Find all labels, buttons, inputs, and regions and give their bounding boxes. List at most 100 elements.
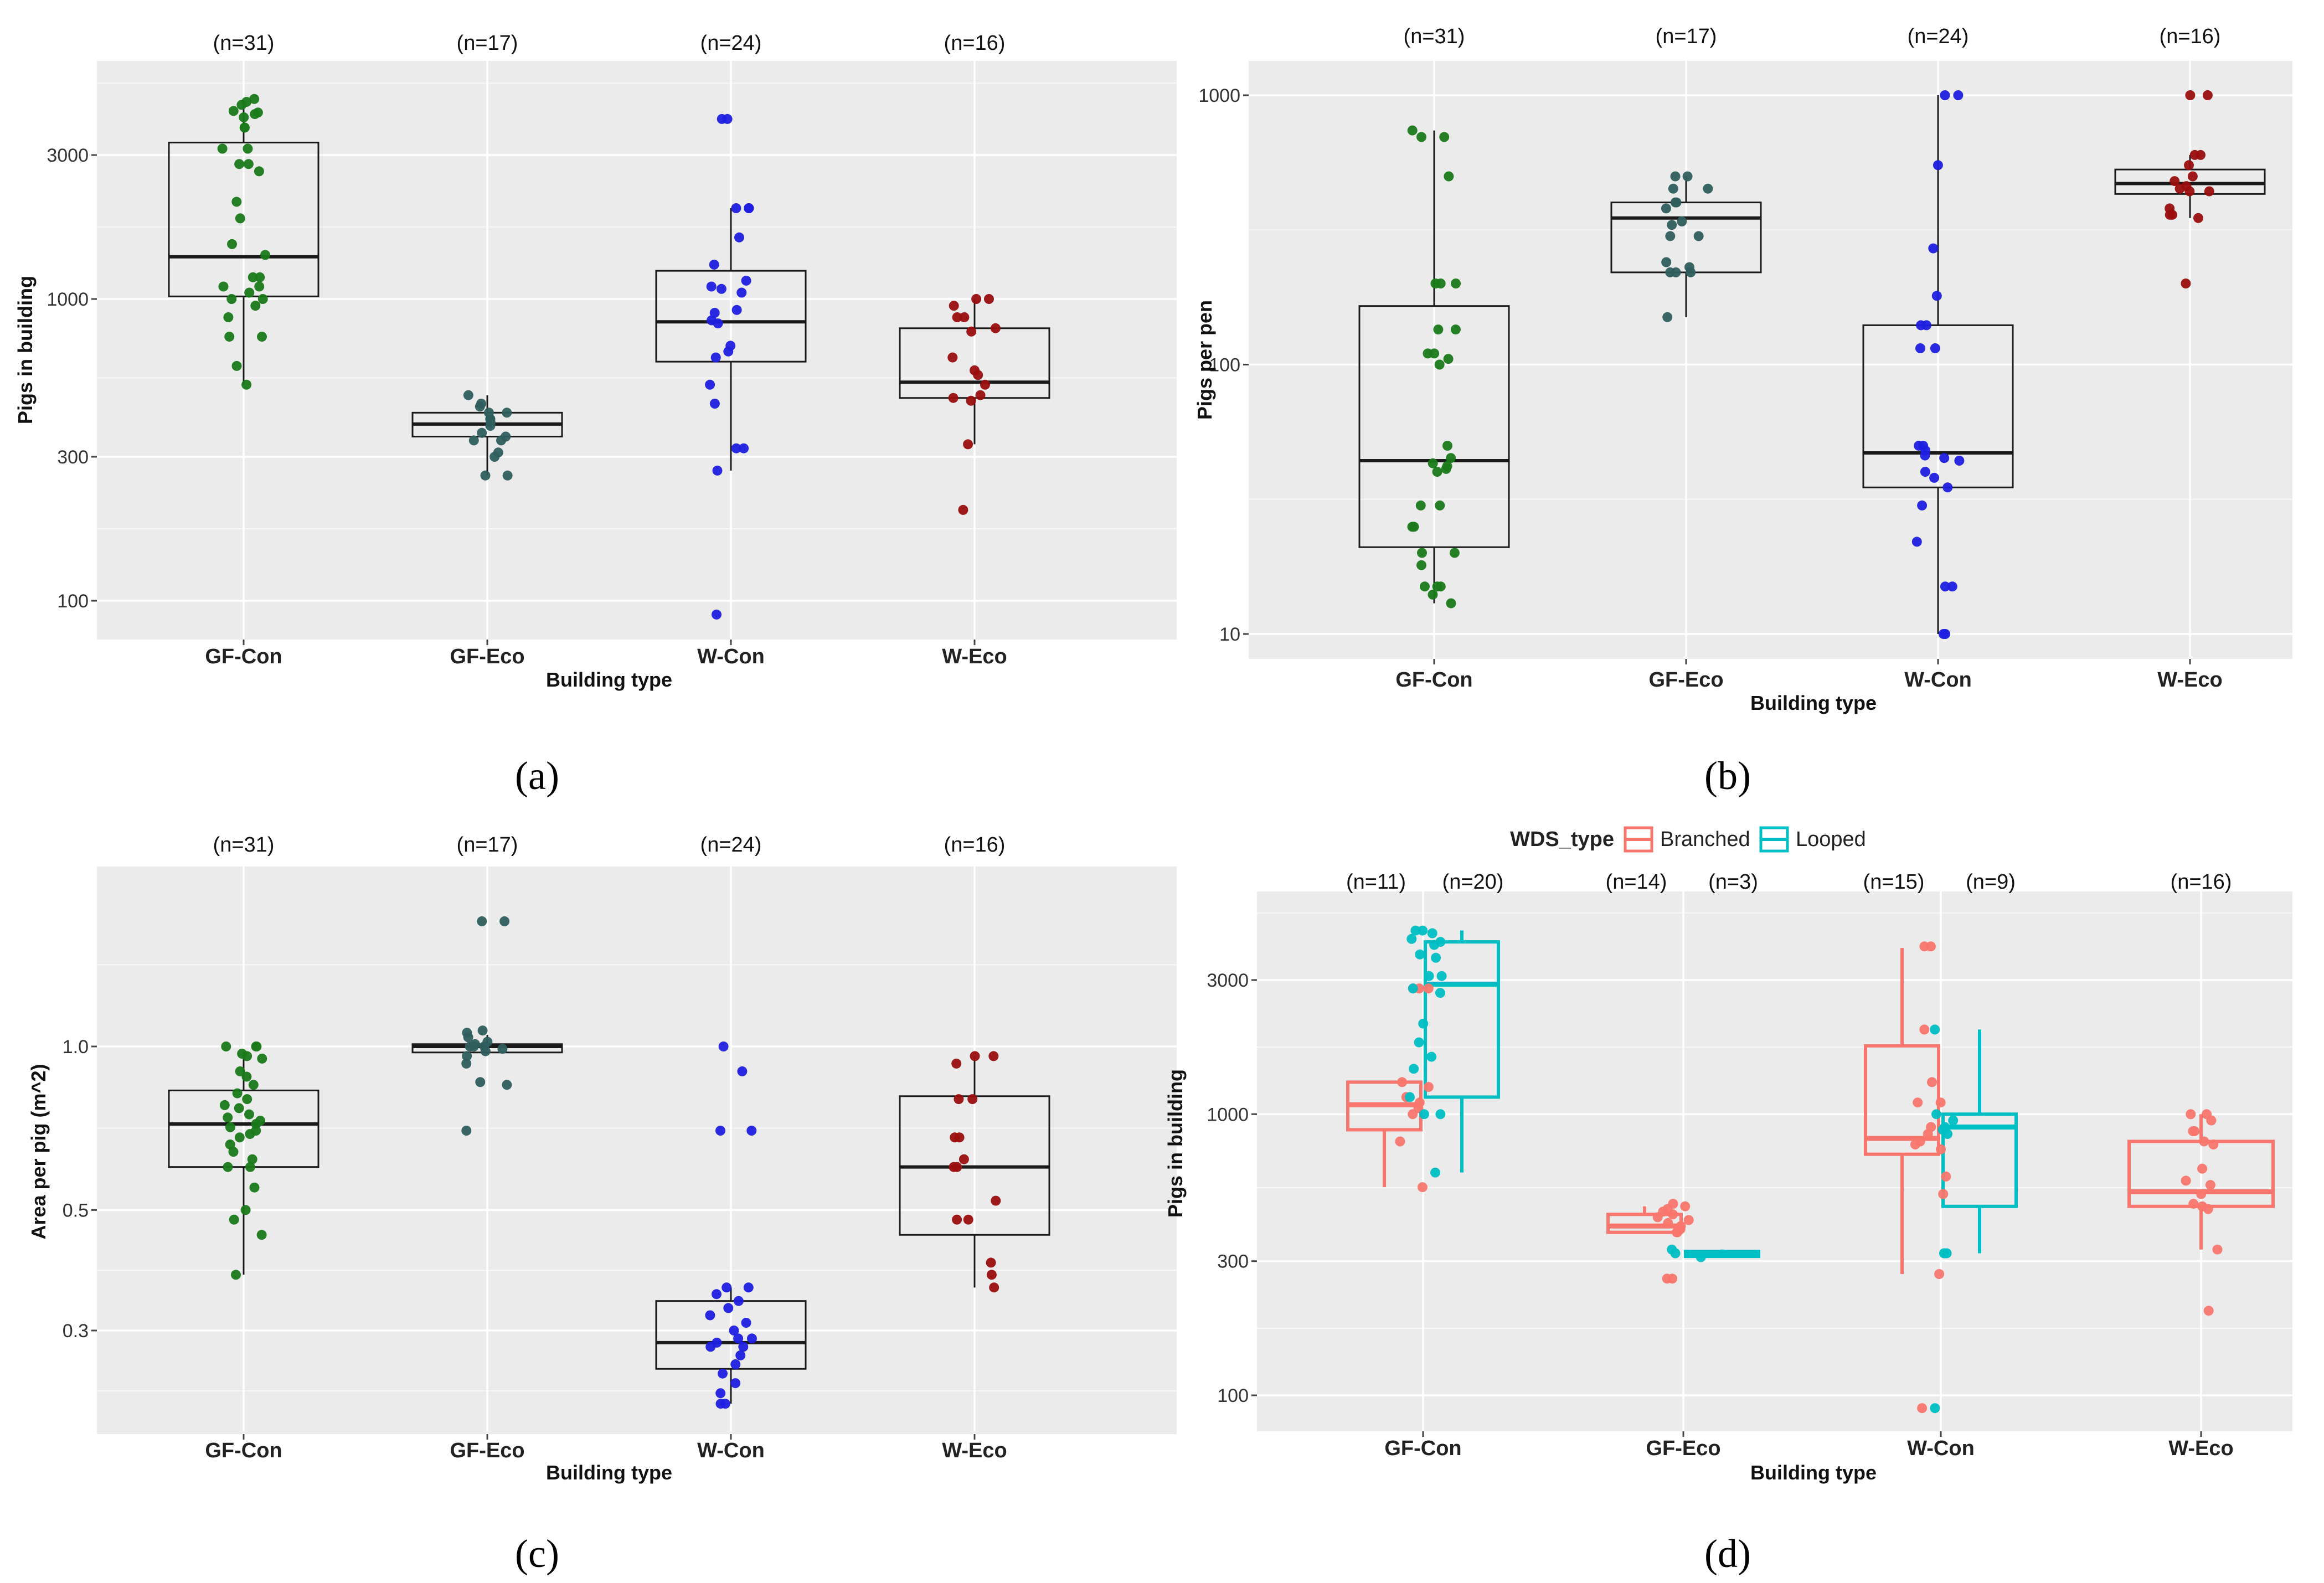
panel-b-gf-con-point-2	[1439, 132, 1450, 142]
panel-c-w-con-point-5	[743, 1282, 754, 1293]
panel-a-w-con-point-23	[712, 609, 722, 620]
panel-c-gf-con-point-28	[229, 1214, 239, 1225]
legend-label-looped: Looped	[1796, 828, 1866, 851]
panel-d-xtick-gf-con: GF-Con	[1384, 1437, 1461, 1460]
panel-a-w-con-point-22	[712, 465, 723, 476]
panel-b-gf-con-point-17	[1441, 463, 1451, 474]
panel-b-gf-eco-point-6	[1661, 203, 1671, 214]
panel-c-w-con-point-20	[730, 1378, 741, 1389]
panel-a-gf-eco-point-8	[485, 421, 496, 431]
panel-a-w-eco-point-5	[990, 323, 1001, 333]
panel-d-background	[1257, 891, 2292, 1431]
panel-c-gf-con-point-9	[232, 1088, 243, 1099]
panel-b-gf-con-point-20	[1435, 500, 1445, 511]
panel-d-w-con-branched-point-3	[1927, 1077, 1937, 1087]
panel-b-gf-con-point-3	[1444, 171, 1454, 182]
panel-a-gf-con-point-19	[255, 272, 265, 282]
panel-d-gf-con-branched-point-9	[1395, 1136, 1405, 1147]
panel-a-w-con-point-6	[709, 259, 719, 270]
panel-c-w-eco-point-6	[954, 1132, 965, 1143]
panel-d-w-eco-branched-point-7	[2197, 1163, 2208, 1174]
panel-d-gf-eco-looped-point-1	[1670, 1248, 1681, 1259]
panel-b-w-eco-point-6	[2170, 176, 2180, 187]
legend-key-looped	[1759, 826, 1789, 853]
panel-b-gf-eco-point-10	[1693, 231, 1704, 241]
panel-a-xtick-gf-eco: GF-Eco	[450, 645, 524, 668]
panel-a-gf-eco-n-label: (n=17)	[457, 32, 518, 55]
panel-c-w-con-point-16	[738, 1342, 749, 1352]
panel-c-gf-con-point-2	[221, 1041, 231, 1051]
panel-c-w-eco-point-15	[989, 1282, 999, 1293]
panel-d-w-con-looped-point-2	[1948, 1115, 1959, 1126]
panel-b-gf-eco-point-5	[1670, 197, 1681, 208]
panel-a-gf-con-point-3	[228, 106, 239, 116]
panel-a-w-eco-point-13	[966, 395, 976, 406]
panel-c-gf-eco-n-label: (n=17)	[457, 833, 518, 857]
panel-c-gf-eco-point-2	[477, 1025, 488, 1036]
panel-a-gf-con-point-26	[223, 312, 234, 322]
panel-d-xtick-gf-eco: GF-Eco	[1646, 1437, 1720, 1460]
panel-c-gf-eco-point-16	[461, 1126, 472, 1136]
panel-d-gf-con-looped-point-8	[1424, 971, 1434, 981]
panel-a-w-con-point-9	[716, 283, 726, 294]
panel-c-ytick-0-5: 0.5	[63, 1200, 89, 1221]
panel-d-gf-con-looped-point-15	[1409, 1064, 1419, 1074]
panel-b-gf-con-point-23	[1417, 548, 1427, 558]
panel-b-gf-con-point-25	[1416, 560, 1426, 570]
panel-b-gf-eco-point-7	[1677, 216, 1687, 226]
panel-a-gf-con-point-8	[239, 122, 250, 133]
panel-a-gf-con-point-13	[254, 166, 264, 177]
panel-d-w-eco-branched-point-2	[2206, 1115, 2217, 1126]
panel-b-gf-con-point-27	[1420, 581, 1430, 592]
panel-b-w-con-n-label: (n=24)	[1908, 25, 1969, 48]
panel-a-gf-con-point-0	[249, 94, 260, 104]
panel-c-gf-con-n-label: (n=31)	[213, 833, 275, 857]
panel-d-w-con-branched-point-9	[1910, 1139, 1920, 1149]
panel-b-w-eco-point-4	[2184, 160, 2194, 171]
panel-c-gf-con-point-11	[219, 1100, 230, 1110]
panel-c-y-axis-title: Area per pig (m^2)	[27, 1064, 50, 1239]
panel-b-ytick-100: 100	[1209, 355, 1240, 376]
panel-d-gf-con-looped-point-19	[1430, 1167, 1440, 1178]
panel-b-gf-con-point-7	[1450, 324, 1461, 335]
panel-b-w-con-point-14	[1954, 456, 1965, 466]
panel-b-w-con-point-12	[1920, 450, 1930, 461]
panel-b-gf-eco-point-0	[1670, 171, 1681, 182]
panel-a-gf-eco-point-11	[496, 435, 506, 446]
panel-a-w-eco-point-15	[958, 504, 968, 515]
panel-a-w-eco-point-3	[952, 312, 962, 322]
panel-b-gf-eco-point-15	[1671, 267, 1681, 277]
panel-c-w-con-point-11	[729, 1326, 739, 1336]
panel-d-w-eco-branched-point-10	[2196, 1189, 2207, 1199]
legend: WDS_type Branched Looped	[1510, 826, 1866, 853]
panel-a-gf-eco-point-0	[463, 390, 473, 400]
panel-a-gf-con-point-15	[235, 213, 245, 224]
panel-b-w-con-point-19	[1911, 537, 1922, 547]
panel-b-gf-eco-n-label: (n=17)	[1656, 25, 1717, 48]
panel-c-w-con-box	[655, 1300, 807, 1370]
panel-d-ytick-3000: 3000	[1207, 970, 1249, 991]
panel-a-ytick-1000: 1000	[47, 289, 89, 310]
panel-a-w-con-point-12	[709, 308, 720, 318]
panel-a-w-eco-point-4	[959, 312, 970, 322]
panel-a-ytick-100: 100	[57, 591, 89, 612]
panel-c-ytick-1-0: 1.0	[63, 1037, 89, 1058]
panel-a-w-eco-point-10	[980, 379, 990, 390]
panel-d-gf-con-looped-point-9	[1436, 971, 1447, 981]
panel-c-gf-con-point-30	[231, 1270, 241, 1280]
panel-b-w-con-point-4	[1931, 291, 1942, 301]
panel-d-w-eco-branched-point-13	[2203, 1204, 2213, 1214]
panel-a-w-eco-point-1	[971, 294, 982, 304]
panel-d-gf-eco-looped-n-label: (n=3)	[1708, 870, 1758, 894]
panel-c-gf-eco-point-1	[477, 916, 487, 926]
panel-c-w-con-n-label: (n=24)	[700, 833, 762, 857]
panel-b-w-con-point-13	[1939, 453, 1950, 463]
panel-a-ytick-3000: 3000	[47, 145, 89, 166]
panel-b-gf-con-point-30	[1446, 598, 1456, 609]
panel-c-gf-con-point-7	[241, 1071, 252, 1082]
panel-c-gf-con-point-24	[223, 1162, 233, 1172]
panel-a-gf-con-point-27	[257, 332, 267, 342]
panel-d-gf-con-looped-point-17	[1435, 1109, 1446, 1120]
panel-c-w-con-point-3	[715, 1126, 725, 1136]
